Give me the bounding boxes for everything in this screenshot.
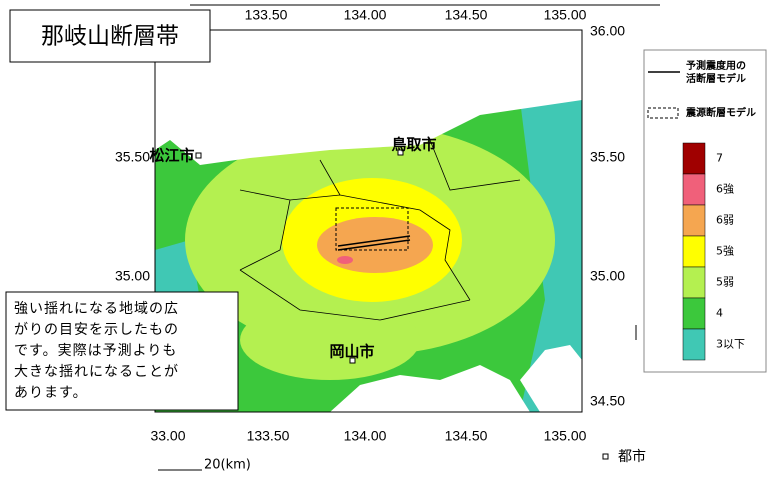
axis-label: 134.00 [344,7,387,23]
scale-label: 20(km) [204,458,251,473]
legend-swatch [682,142,706,175]
legend-label: 活断層モデル [686,72,746,85]
legend-dashed [647,107,679,119]
city-label: 岡山市 [329,343,374,361]
zone-5-weak [240,300,420,380]
legend-level: 6弱 [716,214,734,227]
legend-level: 3以下 [716,338,745,351]
axis-label: 35.50 [590,149,625,165]
axis-label: 35.00 [115,268,150,284]
sea [520,345,582,412]
axis-label: 34.50 [590,393,625,409]
axis-label: 35.50 [115,149,150,165]
city-label: 鳥取市 [391,136,436,154]
axis-label: 135.00 [544,428,587,444]
axis-label: 133.50 [245,7,288,23]
axis-label: 134.50 [445,7,488,23]
city-marker-label: 都市 [618,448,646,465]
axis-label: 134.00 [344,428,387,444]
city-marker [349,357,356,364]
axis-label: 133.50 [247,428,290,444]
city-label: 松江市 [149,147,194,165]
note-text: がりの目安を示したもの [14,322,179,338]
sea [155,30,582,165]
title-box [9,9,211,63]
sea [330,365,530,412]
map-frame [154,29,583,413]
legend-swatch [682,204,706,237]
note-text: 大きな揺れになることが [14,364,179,380]
legend-level: 7 [716,152,723,165]
intensity-map [155,30,582,412]
axis-label: 135.00 [544,7,587,23]
legend-level: 5弱 [716,276,734,289]
legend-swatch [682,266,706,299]
note-text: あります。 [14,385,88,401]
legend-level: 4 [716,307,723,320]
fault-line [337,239,411,251]
legend-swatch [682,235,706,268]
legend-frame [643,49,767,373]
legend-level: 5強 [716,245,734,258]
axis-label: 35.00 [590,268,625,284]
city-marker [397,149,404,156]
title: 那岐山断層帯 [41,24,179,50]
source-fault [335,207,409,251]
legend-swatch [682,328,706,361]
note-text: です。実際は予測よりも [14,343,177,359]
legend-label: 予測震度用の [686,59,746,72]
legend-level: 6強 [716,183,734,196]
city-marker-key [602,453,609,460]
axis-label: 36.00 [590,23,625,39]
city-marker [195,152,202,159]
note-box [5,291,239,411]
zone-6-strong [337,256,353,264]
axis-label: 33.00 [150,428,185,444]
legend-swatch [682,173,706,206]
legend-swatch [682,297,706,330]
axis-label: 134.50 [445,428,488,444]
boundaries [239,139,521,321]
legend-label: 震源断層モデル [686,106,756,119]
fault-line [337,235,411,247]
note-text: 強い揺れになる地域の広 [14,301,179,317]
